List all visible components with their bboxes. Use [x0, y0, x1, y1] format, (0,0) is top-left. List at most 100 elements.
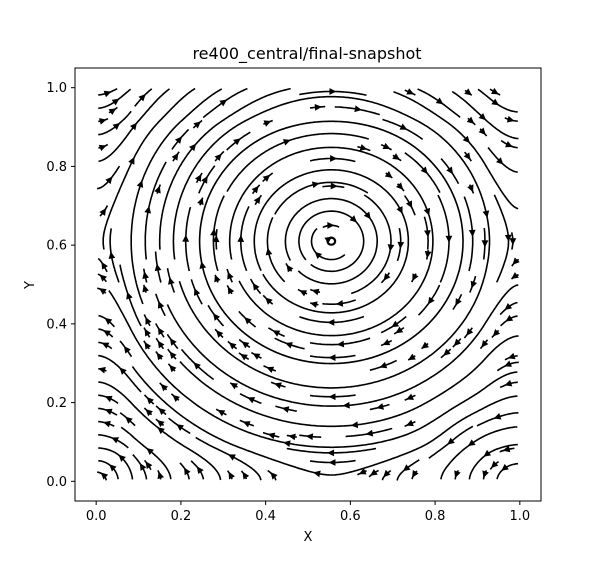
streamline-arrow [108, 108, 117, 116]
streamline-arrow [336, 340, 345, 348]
streamline-arrow [112, 122, 121, 130]
streamline-arrow [299, 290, 308, 297]
streamline-arrow [230, 382, 238, 390]
streamline-arrow [478, 113, 487, 121]
streamline-arrow [443, 348, 451, 356]
streamline-arrow [144, 205, 152, 214]
y-tick-label: 0.0 [46, 475, 67, 490]
streamline-arrow [286, 264, 294, 273]
chart-title: re400_central/final-snapshot [192, 44, 421, 64]
streamline-arrow [128, 156, 135, 165]
streamline-arrow [193, 362, 201, 370]
streamline-arrow [100, 472, 109, 480]
streamline-arrow [266, 366, 275, 374]
streamline-arrow [184, 467, 191, 476]
streamline-arrow [369, 469, 378, 476]
y-axis: 0.0 0.2 0.4 0.6 0.8 1.0 [46, 81, 75, 490]
streamline-arrow [324, 236, 333, 244]
streamline-arrow [101, 261, 108, 270]
streamline-arrow [219, 99, 228, 107]
streamline-arrow [154, 185, 161, 194]
streamline-arrow [98, 118, 107, 125]
streamline-arrow [242, 471, 250, 480]
streamlines [96, 87, 520, 481]
streamline-arrow [481, 339, 489, 348]
streamline-arrow [379, 361, 388, 369]
streamline-arrow [103, 90, 112, 98]
streamline-arrow [384, 171, 393, 178]
streamline-arrow [504, 360, 512, 367]
streamline-arrow [237, 234, 245, 242]
streamline-arrow [111, 437, 120, 444]
streamline-arrow [136, 180, 144, 188]
streamline-arrow [228, 342, 237, 350]
streamline-arrow [358, 468, 367, 475]
streamline-arrow [359, 144, 368, 151]
streamline-arrow [233, 138, 241, 146]
streamline-arrow [313, 470, 321, 478]
streamline-arrow [328, 459, 336, 466]
streamline-arrow [144, 341, 152, 350]
streamline-arrow [252, 353, 261, 360]
streamline-arrow [491, 98, 500, 106]
x-tick-label: 0.0 [86, 509, 107, 524]
streamline-arrow [468, 229, 476, 237]
streamline-arrow [482, 470, 489, 479]
streamline-arrow [505, 314, 514, 322]
x-tick-label: 1.0 [509, 509, 530, 524]
streamline-arrow [383, 469, 391, 478]
streamline-arrow [391, 320, 400, 328]
x-axis: 0.0 0.2 0.4 0.6 0.8 1.0 [86, 501, 530, 524]
streamline-arrow [462, 135, 470, 144]
streamline-arrow [176, 424, 184, 431]
streamline-arrow [169, 364, 177, 373]
streamline-arrow [272, 330, 281, 337]
streamline-arrow [335, 300, 344, 307]
streamline-arrow [144, 328, 152, 337]
streamline-arrow [169, 351, 177, 360]
streamline-arrow [412, 469, 419, 478]
streamline-arrow [123, 345, 131, 354]
streamline-arrow [104, 395, 113, 403]
streamline-arrow [196, 466, 204, 475]
streamline-arrow [145, 461, 153, 470]
y-tick-label: 0.6 [46, 239, 67, 254]
streamline-arrow [157, 420, 165, 428]
streamline-arrow [406, 393, 414, 400]
streamline-arrow [270, 472, 278, 480]
streamline-arrow [99, 274, 107, 282]
streamline-arrow [482, 210, 490, 218]
streamline-arrow [423, 207, 431, 216]
streamline-arrow [402, 464, 411, 472]
streamline-arrow [387, 244, 395, 252]
streamline-arrow [350, 421, 359, 429]
streamline-arrow [481, 240, 489, 248]
streamline-arrow [501, 463, 509, 471]
streamline-arrow [101, 342, 110, 349]
streamline-arrow [492, 329, 501, 337]
streamline-arrow [493, 413, 502, 420]
streamline-arrow [157, 300, 165, 309]
streamline-arrow [491, 87, 499, 95]
streamline-arrow [354, 105, 362, 113]
streamline-arrow [174, 136, 183, 144]
streamline-arrow [142, 284, 149, 293]
streamline-arrow [305, 433, 314, 441]
y-axis-label: Y [23, 281, 38, 290]
streamline-arrow [158, 407, 166, 416]
streamline-arrow [247, 397, 256, 404]
streamline-arrow [454, 470, 461, 479]
streamline-arrow [103, 330, 111, 337]
streamline-arrow [111, 98, 120, 106]
streamline-arrow [197, 197, 204, 206]
streamline-arrow [424, 230, 431, 238]
streamline-arrow [327, 449, 335, 457]
streamline-arrow [160, 383, 169, 392]
streamline-arrow [502, 445, 511, 453]
streamline-arrow [267, 432, 276, 440]
streamline-arrow [139, 463, 147, 471]
streamline-arrow [154, 263, 162, 272]
streamline-arrow [464, 88, 472, 96]
